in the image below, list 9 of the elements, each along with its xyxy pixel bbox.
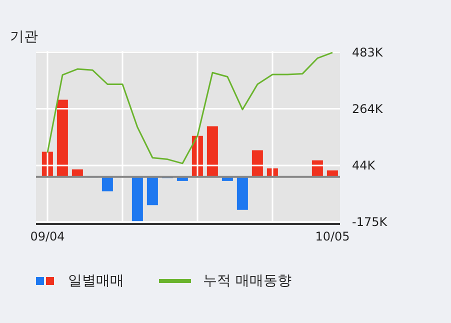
y-tick-label: 44K [352, 158, 376, 173]
y-tick-label: -175K [352, 215, 388, 230]
chart-title: 기관 [10, 28, 38, 46]
x-tick-label: 10/05 [315, 230, 350, 244]
x-tick-label: 09/04 [30, 230, 65, 244]
y-tick-label: 483K [352, 46, 384, 60]
legend-label: 누적 매매동향 [203, 272, 292, 290]
legend-label: 일별매매 [68, 272, 124, 290]
y-tick-label: 264K [352, 102, 384, 116]
